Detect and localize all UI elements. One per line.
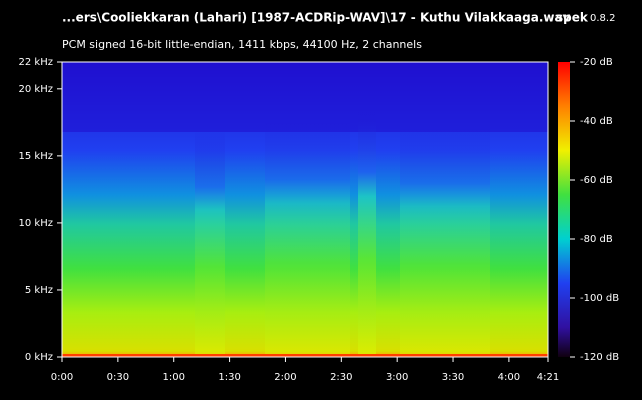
- color-bar-label: -60 dB: [580, 175, 613, 186]
- color-bar-label: -120 dB: [580, 352, 619, 363]
- y-tick-label: 5 kHz: [25, 285, 53, 296]
- x-tick-label: 1:30: [218, 372, 240, 383]
- y-tick-label: 10 kHz: [19, 218, 53, 229]
- file-title: ...ers\Cooliekkaran (Lahari) [1987-ACDRi…: [62, 11, 571, 25]
- x-tick-label: 2:00: [274, 372, 296, 383]
- spectrogram: [61, 61, 549, 358]
- color-bar-label: -40 dB: [580, 116, 613, 127]
- x-tick-label: 3:00: [386, 372, 408, 383]
- color-bar-label: -100 dB: [580, 293, 619, 304]
- audio-info: PCM signed 16-bit little-endian, 1411 kb…: [62, 38, 422, 51]
- x-tick-label: 4:00: [498, 372, 520, 383]
- y-tick-label: 0 kHz: [25, 352, 53, 363]
- x-tick-label: 0:00: [51, 372, 73, 383]
- color-bar-label: -20 dB: [580, 57, 613, 68]
- x-tick-label: 0:30: [107, 372, 129, 383]
- x-tick-label: 4:21: [537, 372, 559, 383]
- x-tick-label: 3:30: [442, 372, 464, 383]
- color-bar-label: -80 dB: [580, 234, 613, 245]
- app-version: 0.8.2: [590, 13, 615, 24]
- app-name: spek: [556, 11, 589, 25]
- y-tick-label: 20 kHz: [19, 84, 53, 95]
- x-tick-label: 2:30: [330, 372, 352, 383]
- y-tick-label: 22 kHz: [19, 57, 53, 68]
- x-tick-label: 1:00: [162, 372, 184, 383]
- color-bar: [558, 62, 570, 357]
- y-tick-label: 15 kHz: [19, 151, 53, 162]
